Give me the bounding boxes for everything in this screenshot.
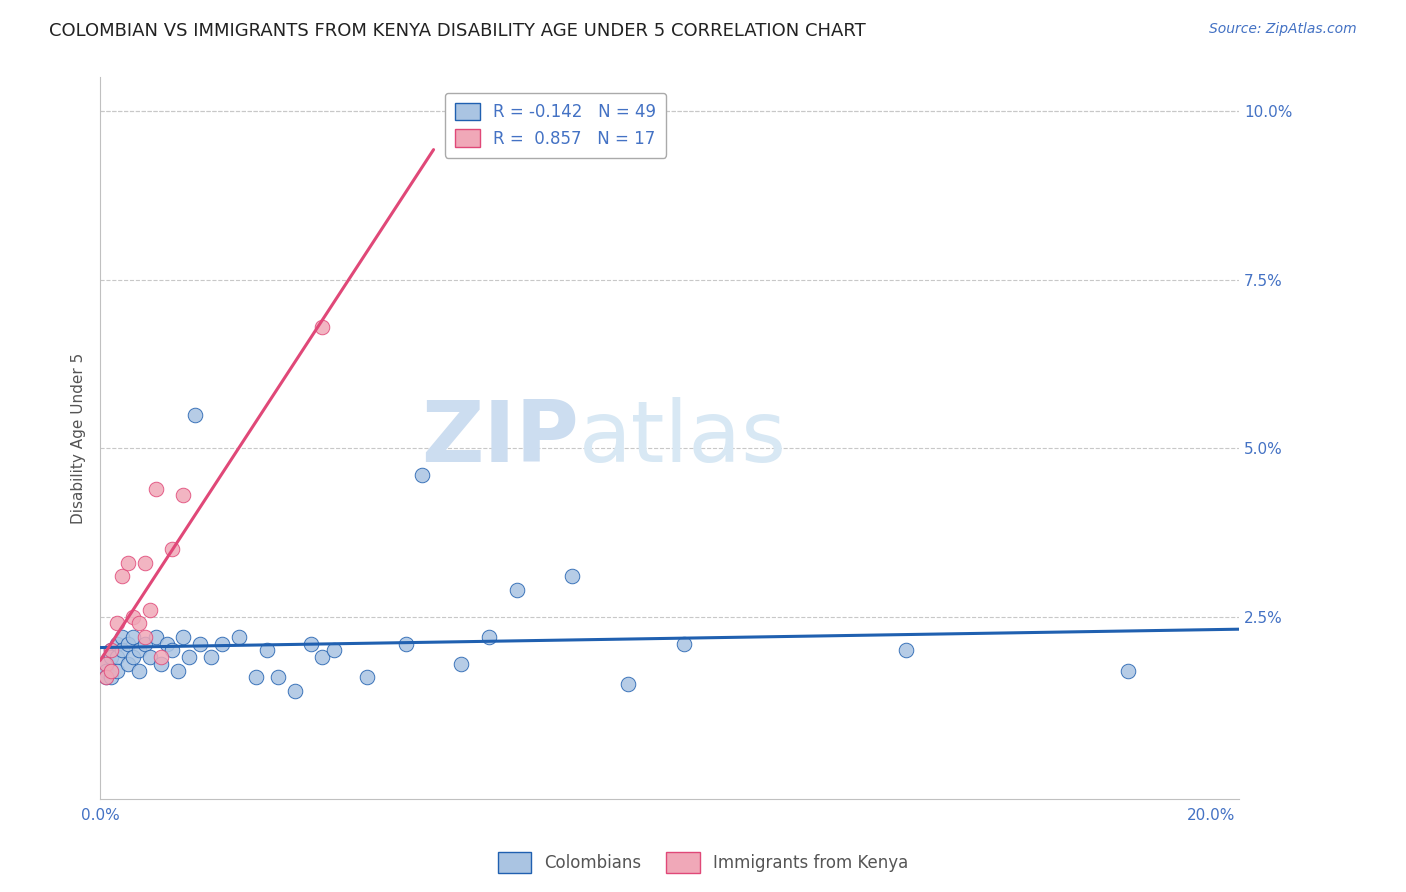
Point [188, 637, 211, 651]
Point [100, 643, 122, 657]
Point [211, 637, 233, 651]
Point [122, 609, 145, 624]
Text: COLOMBIAN VS IMMIGRANTS FROM KENYA DISABILITY AGE UNDER 5 CORRELATION CHART: COLOMBIAN VS IMMIGRANTS FROM KENYA DISAB… [49, 22, 866, 40]
Point [311, 650, 333, 665]
Point [173, 488, 195, 502]
Point [111, 630, 134, 644]
Point [111, 643, 134, 657]
Point [478, 630, 501, 644]
Point [150, 657, 173, 671]
Point [94, 657, 117, 671]
Point [134, 556, 156, 570]
Point [94, 657, 117, 671]
Text: atlas: atlas [579, 397, 786, 480]
Point [311, 319, 333, 334]
Point [156, 637, 179, 651]
Point [105, 650, 128, 665]
Point [128, 643, 150, 657]
Point [177, 650, 200, 665]
Point [1116, 664, 1139, 678]
Point [100, 643, 122, 657]
Text: Source: ZipAtlas.com: Source: ZipAtlas.com [1209, 22, 1357, 37]
Point [94, 670, 117, 684]
Point [111, 569, 134, 583]
Text: ZIP: ZIP [420, 397, 579, 480]
Point [173, 630, 195, 644]
Point [162, 643, 184, 657]
Point [117, 637, 139, 651]
Point [150, 650, 173, 665]
Point [145, 482, 167, 496]
Point [506, 582, 529, 597]
Point [411, 468, 433, 483]
Point [105, 664, 128, 678]
Point [94, 670, 117, 684]
Point [105, 637, 128, 651]
Point [139, 603, 162, 617]
Point [100, 664, 122, 678]
Point [395, 637, 418, 651]
Point [122, 650, 145, 665]
Point [105, 616, 128, 631]
Point [128, 616, 150, 631]
Point [117, 556, 139, 570]
Point [162, 542, 184, 557]
Point [672, 637, 695, 651]
Point [145, 630, 167, 644]
Point [94, 664, 117, 678]
Point [100, 650, 122, 665]
Point [228, 630, 250, 644]
Legend: Colombians, Immigrants from Kenya: Colombians, Immigrants from Kenya [491, 846, 915, 880]
Point [134, 630, 156, 644]
Point [894, 643, 917, 657]
Point [450, 657, 472, 671]
Point [134, 637, 156, 651]
Point [561, 569, 583, 583]
Y-axis label: Disability Age Under 5: Disability Age Under 5 [72, 352, 86, 524]
Point [128, 664, 150, 678]
Point [167, 664, 190, 678]
Point [267, 670, 290, 684]
Point [100, 670, 122, 684]
Legend: R = -0.142   N = 49, R =  0.857   N = 17: R = -0.142 N = 49, R = 0.857 N = 17 [446, 93, 666, 158]
Point [299, 637, 322, 651]
Point [617, 677, 640, 691]
Point [183, 408, 205, 422]
Point [256, 643, 278, 657]
Point [284, 684, 307, 698]
Point [117, 657, 139, 671]
Point [356, 670, 378, 684]
Point [245, 670, 267, 684]
Point [200, 650, 222, 665]
Point [322, 643, 344, 657]
Point [139, 650, 162, 665]
Point [122, 630, 145, 644]
